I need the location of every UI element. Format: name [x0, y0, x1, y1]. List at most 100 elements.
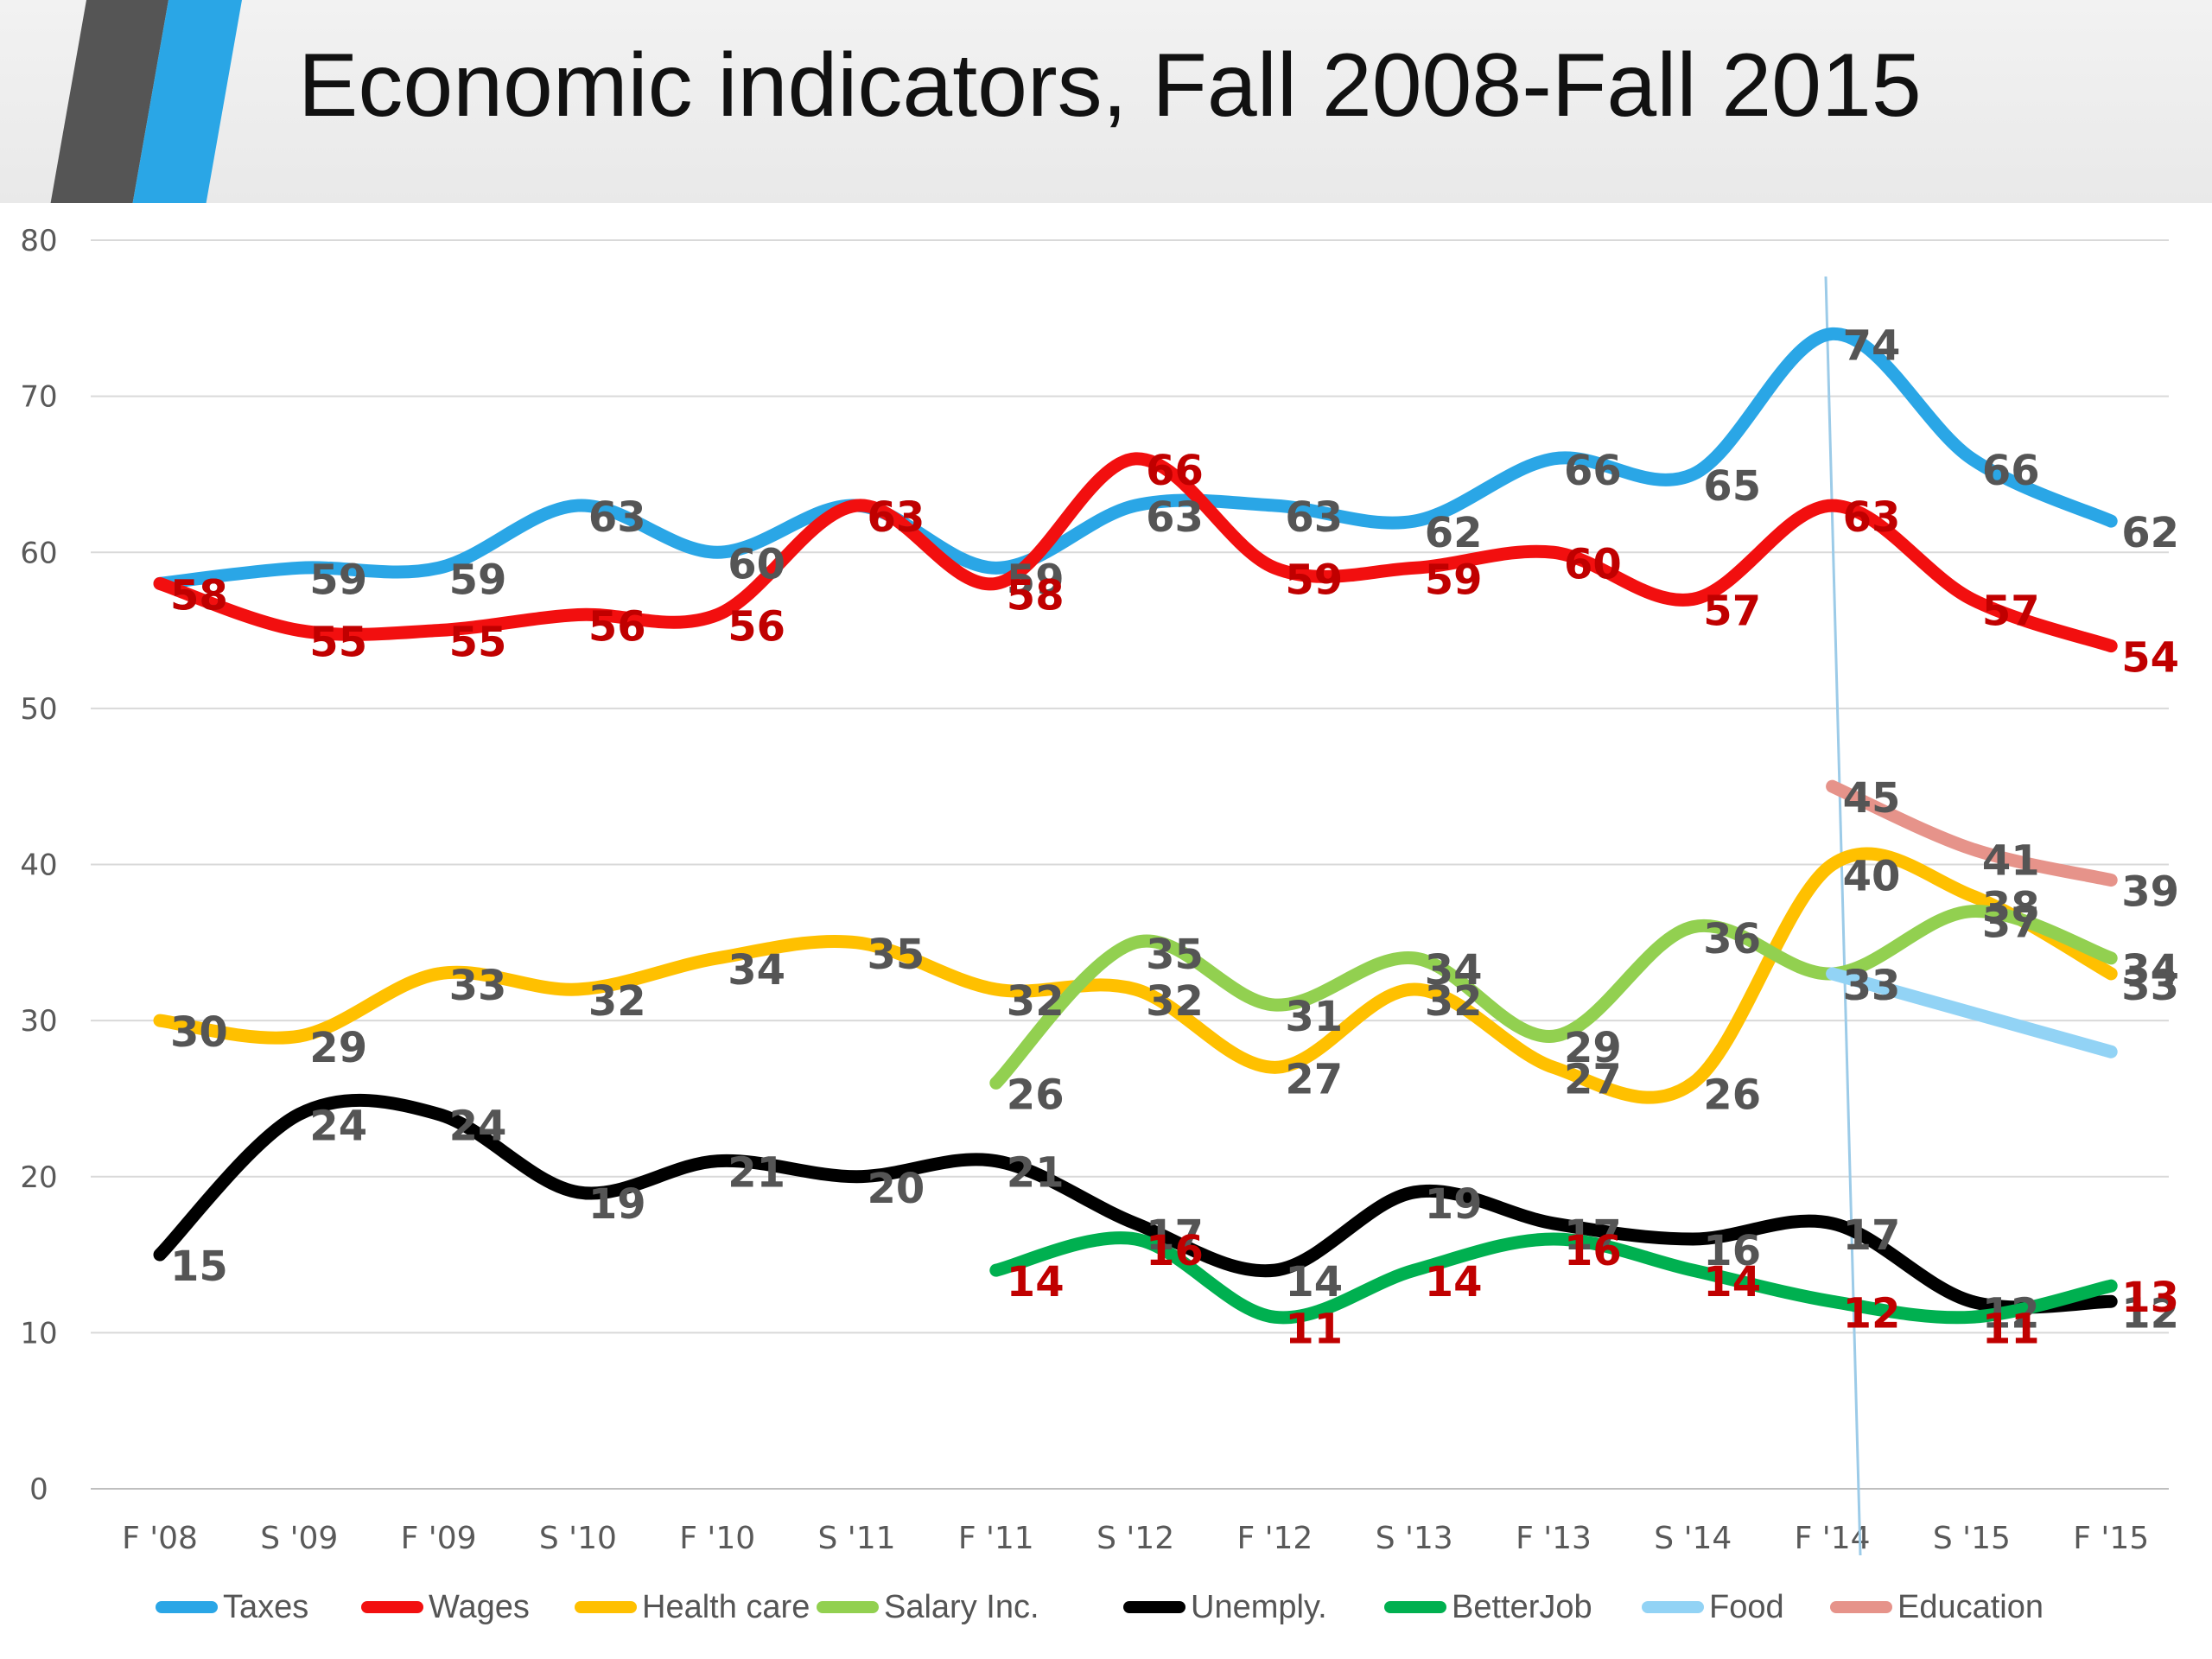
y-tick-label: 50	[20, 692, 57, 727]
data-label: 33	[1843, 962, 1901, 1010]
data-label: 16	[1146, 1227, 1204, 1275]
y-axis: 0 10 20 30 40 50 60 70 80	[20, 224, 57, 1507]
legend-item: Education	[1830, 1581, 2044, 1633]
data-label: 62	[2121, 509, 2179, 557]
data-label: 45	[1843, 774, 1901, 823]
legend-label: Food	[1709, 1588, 1784, 1625]
x-tick-label: F '10	[679, 1521, 755, 1556]
data-label: 14	[1425, 1258, 1483, 1306]
x-tick-label: F '12	[1236, 1521, 1313, 1556]
legend-item: Health care	[575, 1581, 810, 1633]
data-label: 15	[170, 1243, 228, 1291]
data-label: 41	[1982, 836, 2040, 885]
data-label: 66	[1146, 447, 1204, 495]
data-label: 59	[1425, 556, 1483, 604]
data-label: 27	[1564, 1055, 1622, 1103]
data-label: 13	[2121, 1274, 2179, 1322]
data-label: 59	[449, 556, 507, 604]
data-label: 59	[309, 556, 367, 604]
data-label: 16	[1564, 1227, 1622, 1275]
x-tick-label: S '09	[260, 1521, 338, 1556]
data-label: 58	[170, 571, 228, 620]
legend-item: Salary Inc.	[817, 1581, 1039, 1633]
reference-line	[1824, 276, 1862, 1556]
data-label: 27	[1285, 1055, 1343, 1103]
data-label: 12	[2121, 1289, 2179, 1338]
data-label: 26	[1007, 1071, 1065, 1119]
data-label: 19	[588, 1180, 646, 1229]
x-tick-label: S '13	[1376, 1521, 1453, 1556]
y-tick-label: 60	[20, 536, 57, 570]
data-label: 24	[309, 1103, 367, 1151]
data-label: 59	[1285, 556, 1343, 604]
legend-label: Health care	[642, 1588, 810, 1625]
data-label: 17	[1843, 1211, 1901, 1260]
data-label: 59	[1007, 556, 1065, 604]
data-label: 17	[1146, 1211, 1204, 1260]
legend-item: Food	[1642, 1581, 1784, 1633]
legend-swatch	[361, 1601, 423, 1613]
data-label: 21	[728, 1149, 785, 1198]
series-line-education	[1826, 779, 2118, 887]
data-label: 56	[588, 603, 646, 652]
data-label: 29	[1564, 1024, 1622, 1072]
legend-item: Wages	[361, 1581, 530, 1633]
data-label: 63	[588, 493, 646, 542]
x-axis: F '08 S '09 F '09 S '10 F '10 S '11 F '11 S '12…	[122, 1521, 2149, 1556]
data-label: 19	[1425, 1180, 1483, 1229]
y-tick-label: 30	[20, 1004, 57, 1039]
legend-swatch	[1642, 1601, 1704, 1613]
y-tick-label: 40	[20, 849, 57, 883]
x-tick-label: S '11	[818, 1521, 896, 1556]
y-tick-label: 0	[29, 1472, 48, 1507]
data-label: 55	[449, 619, 507, 667]
data-label: 35	[1146, 931, 1204, 979]
data-label: 57	[1982, 587, 2040, 635]
data-label: 56	[728, 603, 785, 652]
series-line-health-care	[153, 847, 2118, 1104]
data-label: 33	[449, 962, 507, 1010]
legend-label: Wages	[429, 1588, 530, 1625]
data-label: 63	[1843, 493, 1901, 542]
data-label: 20	[868, 1165, 925, 1213]
data-label: 33	[1843, 962, 1901, 1010]
legend-label: Taxes	[223, 1588, 309, 1625]
data-label: 63	[1285, 493, 1343, 542]
data-label: 33	[2121, 962, 2179, 1010]
data-label: 11	[1982, 1305, 2040, 1353]
data-label: 55	[309, 619, 367, 667]
x-tick-label: S '12	[1096, 1521, 1174, 1556]
data-label: 60	[1564, 540, 1622, 588]
data-label: 29	[309, 1024, 367, 1072]
slide-header: Economic indicators, Fall 2008-Fall 2015	[0, 0, 2212, 203]
legend-label: Education	[1897, 1588, 2044, 1625]
legend-item: Taxes	[156, 1581, 308, 1633]
data-label: 62	[1425, 509, 1483, 557]
legend-label: BetterJob	[1452, 1588, 1592, 1625]
data-label: 65	[1703, 462, 1761, 511]
data-label: 31	[1285, 993, 1343, 1041]
data-label: 12	[1982, 1289, 2040, 1338]
data-label: 34	[2121, 946, 2179, 995]
legend-swatch	[817, 1601, 879, 1613]
data-label: 63	[868, 493, 925, 542]
data-label: 35	[868, 931, 925, 979]
y-tick-label: 20	[20, 1160, 57, 1195]
data-label: 37	[1982, 899, 2040, 948]
data-label: 32	[1007, 977, 1065, 1026]
legend-item: BetterJob	[1384, 1581, 1592, 1633]
y-tick-label: 70	[20, 380, 57, 415]
gridlines	[91, 239, 2169, 1490]
x-tick-label: F '08	[122, 1521, 198, 1556]
x-tick-label: F '09	[401, 1521, 477, 1556]
data-label: 16	[1703, 1227, 1761, 1275]
data-label: 17	[1564, 1211, 1622, 1260]
data-label: 58	[1007, 571, 1065, 620]
data-label: 63	[1146, 493, 1204, 542]
legend: Taxes Wages Health care Salary Inc. Unemply.…	[0, 1581, 2212, 1633]
data-label: 14	[1703, 1258, 1761, 1306]
data-label: 14	[1285, 1258, 1343, 1306]
legend-item: Unemply.	[1123, 1581, 1327, 1633]
data-label: 34	[728, 946, 785, 995]
